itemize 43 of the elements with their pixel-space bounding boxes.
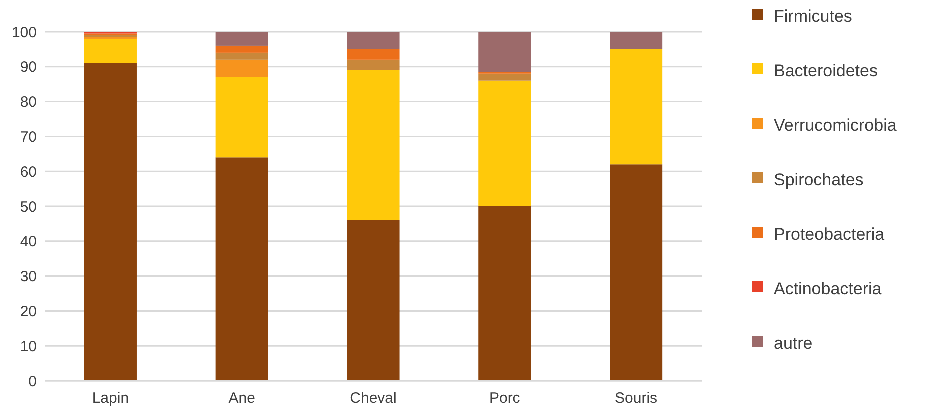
bar	[610, 49, 663, 165]
y-tick-label: 0	[28, 373, 37, 390]
bar	[84, 38, 137, 64]
legend-label: Verrucomicrobia	[774, 116, 898, 135]
y-tick-label: 70	[20, 128, 37, 146]
bar	[347, 49, 400, 60]
x-tick-label: Ane	[228, 390, 256, 407]
bar	[610, 32, 663, 50]
legend-label: Spirochates	[774, 170, 864, 190]
bar	[347, 70, 400, 220]
bar	[478, 32, 532, 72]
bar	[216, 158, 268, 381]
y-tick-label: 40	[20, 234, 37, 251]
bar	[216, 46, 268, 53]
y-tick-label: 20	[20, 303, 37, 320]
bar	[347, 32, 400, 50]
legend-label: autre	[774, 334, 813, 353]
x-tick-label: Lapin	[92, 390, 130, 407]
bar	[478, 74, 532, 81]
bar	[216, 32, 268, 46]
y-tick-label: 30	[20, 268, 37, 286]
y-tick-label: 90	[20, 59, 37, 76]
bar	[347, 60, 400, 70]
y-tick-label: 80	[20, 94, 37, 112]
x-tick-label: Souris	[615, 390, 658, 407]
y-tick-label: 50	[20, 198, 37, 216]
legend-label: Bacteroidetes	[774, 61, 878, 80]
bar	[216, 77, 268, 158]
legend-label: Proteobacteria	[774, 224, 886, 244]
y-tick-label: 100	[12, 24, 37, 42]
bar	[478, 206, 532, 381]
legend-label: Actinobacteria	[774, 279, 882, 298]
bar	[84, 63, 137, 381]
bar	[216, 60, 268, 78]
y-tick-label: 60	[20, 164, 37, 181]
bar	[347, 220, 400, 381]
bar	[610, 164, 663, 381]
x-tick-label: Porc	[489, 390, 521, 407]
x-tick-label: Cheval	[350, 390, 397, 407]
y-tick-label: 10	[20, 338, 37, 356]
legend-label: Firmicutes	[774, 6, 852, 26]
bar	[216, 52, 268, 60]
bar	[478, 80, 532, 206]
